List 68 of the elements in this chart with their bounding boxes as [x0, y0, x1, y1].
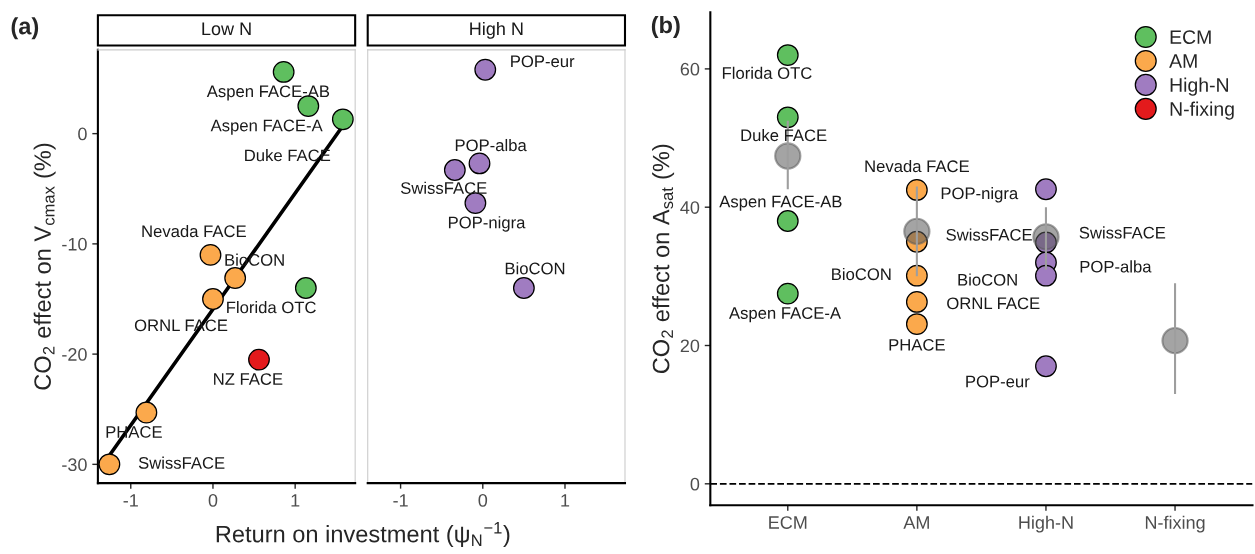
legend-label: High-N: [1170, 77, 1228, 96]
annotation: Florida OTC: [722, 66, 812, 79]
annotation: Aspen FACE-A: [210, 119, 323, 135]
y-tick-label: 40: [680, 201, 700, 214]
chart-title: Low N: [202, 22, 251, 36]
annotation: Aspen FACE-AB: [719, 195, 842, 211]
x-tick-label: 0: [478, 493, 488, 507]
point: [135, 401, 158, 424]
text: (a): [11, 17, 39, 40]
point: [272, 60, 295, 83]
x-tick-label: 1: [561, 494, 570, 507]
annotation: SwissFACE: [946, 228, 1032, 241]
x-tick-label: High-N: [1019, 515, 1073, 533]
x-tick-label: 1: [291, 494, 300, 507]
annotation: Aspen FACE-AB: [206, 85, 330, 101]
point: [98, 453, 121, 476]
point: [512, 277, 535, 299]
y-tick-label: 60: [680, 62, 700, 76]
annotation: Florida OTC: [227, 301, 316, 314]
point: [294, 277, 317, 299]
x-tick-label: -1: [393, 494, 408, 507]
x-tick-label: -1: [123, 494, 138, 507]
annotation: POP-alba: [455, 138, 527, 152]
x-tick-label: 0: [208, 493, 218, 507]
annotation: POP-nigra: [448, 216, 526, 232]
annotation: ORNL FACE: [947, 297, 1040, 310]
y-tick-label: -30: [62, 458, 87, 472]
point: [331, 108, 354, 131]
point: [202, 288, 224, 310]
x-tick-label: AM: [903, 516, 929, 529]
legend-label: ECM: [1170, 30, 1211, 44]
point: [468, 152, 491, 175]
annotation: POP-eur: [511, 55, 575, 68]
annotation: Duke FACE: [741, 128, 827, 142]
y-tick-label: 20: [680, 339, 700, 353]
y-tick-label: -20: [62, 348, 87, 361]
y-tick-label: -10: [62, 237, 87, 251]
x-tick-label: N-fixing: [1145, 515, 1205, 533]
annotation: POP-nigra: [941, 187, 1019, 203]
point: [224, 267, 247, 289]
x-axis-title: Return on investment (ψ$_{N}$$^{−1}$): [216, 522, 510, 548]
annotation: BioCON: [832, 267, 891, 281]
y-tick-label: 0: [78, 127, 87, 141]
y-axis-title: CO$_{2}$ effect on A$_{sat}$ (%): [652, 144, 675, 374]
point: [443, 159, 466, 181]
point: [474, 58, 497, 81]
annotation: Nevada FACE: [865, 159, 969, 173]
annotation: PHACE: [889, 338, 945, 351]
text: (b): [651, 15, 680, 38]
annotation: Nevada FACE: [142, 224, 246, 238]
x-tick-label: ECM: [769, 516, 807, 529]
legend-label: AM: [1169, 54, 1197, 68]
annotation: POP-alba: [1080, 260, 1152, 273]
annotation: SwissFACE: [400, 181, 487, 194]
legend-label: N-fixing: [1170, 101, 1234, 120]
y-tick-label: 0: [690, 477, 700, 491]
annotation: Aspen FACE-A: [728, 307, 842, 323]
annotation: NZ FACE: [214, 373, 283, 385]
point: [199, 243, 222, 266]
chart-title: High N: [470, 21, 523, 39]
annotation: BioCON: [958, 273, 1017, 286]
y-axis-title: CO$_{2}$ effect on V$_{cmax}$ (%): [33, 143, 56, 390]
point: [248, 348, 270, 371]
annotation: BioCON: [505, 262, 565, 275]
annotation: POP-eur: [966, 375, 1030, 388]
annotation: SwissFACE: [138, 456, 225, 469]
point: [464, 192, 487, 215]
annotation: SwissFACE: [1079, 226, 1166, 239]
